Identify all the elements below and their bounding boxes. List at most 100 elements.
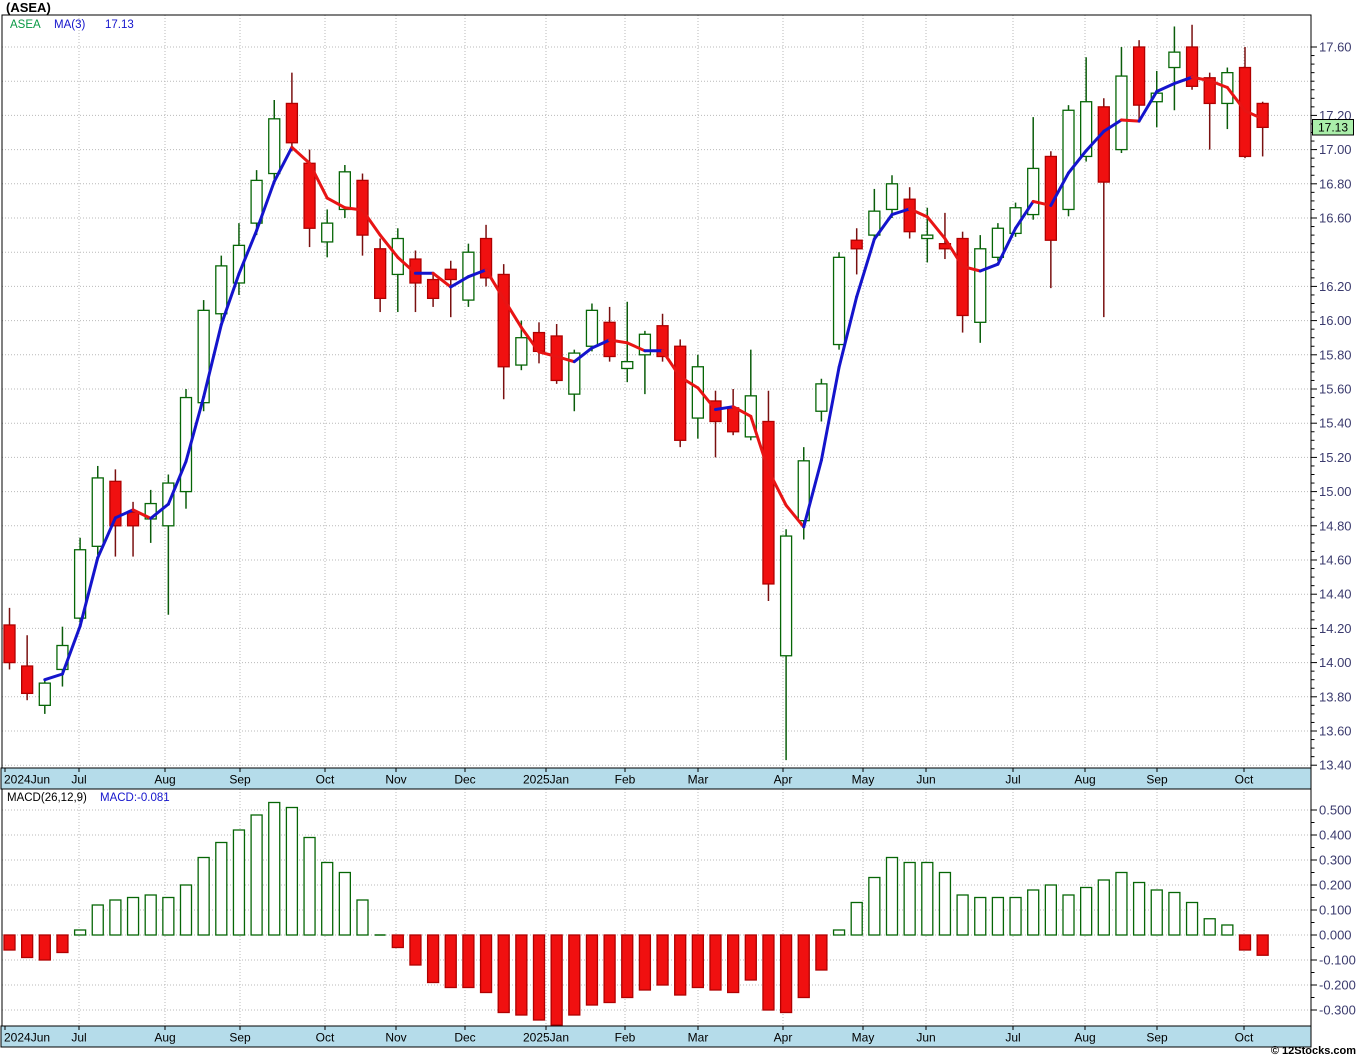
ma-segment-down bbox=[908, 207, 929, 219]
candle-body-up bbox=[91, 477, 104, 547]
candle-body-down bbox=[356, 179, 369, 236]
macd-bar-positive bbox=[956, 894, 969, 936]
month-label: Mar bbox=[688, 1031, 709, 1045]
macd-bar-positive bbox=[1080, 886, 1093, 936]
ma-segment-up bbox=[872, 213, 894, 241]
macd-bar-negative bbox=[815, 934, 828, 971]
macd-bar-positive bbox=[1168, 891, 1181, 936]
legend-symbol-label: ASEA bbox=[10, 19, 41, 31]
candle-body-down bbox=[109, 480, 122, 527]
ma-segment-up bbox=[149, 502, 170, 520]
ma-segment-down bbox=[1190, 75, 1212, 83]
price-axis-label: 13.60 bbox=[1319, 724, 1352, 739]
month-label: Feb bbox=[615, 773, 636, 787]
ma-segment-down bbox=[731, 405, 753, 418]
month-label: Apr bbox=[774, 1031, 793, 1045]
month-label: Jul bbox=[1005, 1031, 1020, 1045]
macd-bar-negative bbox=[797, 934, 810, 999]
macd-bar-negative bbox=[515, 934, 528, 1016]
candle-body-down bbox=[3, 624, 16, 664]
price-axis-label: 15.20 bbox=[1319, 450, 1352, 465]
macd-bar-negative bbox=[479, 934, 493, 994]
ma-segment-down bbox=[290, 145, 312, 165]
ma-segment-up bbox=[1014, 199, 1035, 230]
candle-body-up bbox=[515, 337, 528, 366]
macd-bar-positive bbox=[215, 841, 228, 936]
macd-bar-positive bbox=[1150, 889, 1163, 936]
candle-body-up bbox=[815, 383, 828, 412]
macd-bar-positive bbox=[1115, 871, 1128, 936]
candle-body-up bbox=[797, 460, 810, 522]
macd-bar-positive bbox=[921, 861, 934, 936]
ma-segment-up bbox=[272, 145, 294, 184]
ma-segment-up bbox=[43, 672, 64, 682]
ma-segment-down bbox=[766, 469, 788, 507]
macd-bar-negative bbox=[1238, 934, 1252, 951]
candle-body-down bbox=[850, 239, 863, 250]
ma-segment-up bbox=[237, 229, 259, 276]
candle-body-up bbox=[215, 265, 228, 315]
month-label: Feb bbox=[615, 1031, 636, 1045]
ma-segment-down bbox=[343, 206, 364, 212]
month-axis-bands: 2024Jun Jul Aug Sep Oct Nov Dec 2025Jan Feb Mar Ap… bbox=[0, 767, 1312, 1048]
ma-segment-up bbox=[1137, 89, 1159, 123]
candle-body-up bbox=[921, 234, 934, 240]
ma-segment-up bbox=[714, 405, 735, 412]
macd-bar-negative bbox=[391, 934, 404, 949]
ma-segment-down bbox=[961, 264, 982, 273]
macd-bar-negative bbox=[621, 934, 634, 999]
candle-body-up bbox=[991, 227, 1005, 258]
macd-bar-negative bbox=[3, 934, 16, 951]
ma-segment-up bbox=[590, 338, 612, 350]
candle-body-down bbox=[956, 237, 969, 317]
candle-body-down bbox=[497, 273, 510, 368]
month-label: Dec bbox=[454, 1031, 475, 1045]
macd-bar-negative bbox=[56, 934, 69, 954]
macd-bar-negative bbox=[638, 934, 652, 991]
ma-segment-down bbox=[378, 233, 400, 259]
ma-segment-up bbox=[855, 237, 876, 299]
month-label: May bbox=[852, 773, 875, 787]
ma-segment-up bbox=[166, 459, 188, 506]
ma-segment-down bbox=[1208, 79, 1229, 89]
ma-segment-down bbox=[1243, 109, 1265, 121]
price-axis-label: 16.60 bbox=[1319, 211, 1352, 226]
watermark: © 12Stocks.com bbox=[1271, 1045, 1356, 1056]
candle-body-down bbox=[479, 237, 493, 279]
macd-bar-negative bbox=[1256, 934, 1269, 956]
price-axis-label: 16.00 bbox=[1319, 313, 1352, 328]
candle-body-up bbox=[1080, 101, 1093, 158]
macd-bar-positive bbox=[850, 901, 863, 936]
month-label: Oct bbox=[316, 1031, 335, 1045]
legend-ma-value: 17.13 bbox=[105, 19, 134, 31]
candle-body-up bbox=[197, 309, 210, 404]
candle-body-up bbox=[1027, 167, 1040, 216]
macd-legend-value: MACD:-0.081 bbox=[100, 792, 170, 804]
macd-axis-label: -0.300 bbox=[1319, 1003, 1356, 1018]
macd-bar-positive bbox=[162, 896, 175, 936]
ma-segment-down bbox=[943, 237, 965, 268]
price-axis-label: 14.00 bbox=[1319, 655, 1352, 670]
candle-body-up bbox=[1115, 75, 1128, 151]
ma-segment-down bbox=[555, 355, 576, 364]
month-label: Mar bbox=[688, 773, 709, 787]
ma-segment-down bbox=[661, 349, 682, 379]
price-axis-label: 15.00 bbox=[1319, 484, 1352, 499]
candle-body-up bbox=[585, 309, 599, 347]
candle-body-down bbox=[1097, 106, 1110, 183]
macd-bar-negative bbox=[762, 934, 775, 1011]
price-axis-label: 15.40 bbox=[1319, 416, 1352, 431]
ma-segment-down bbox=[361, 208, 382, 237]
candle-body-down bbox=[1185, 46, 1199, 87]
price-axis-label: 16.80 bbox=[1319, 176, 1352, 191]
ma-segment-down bbox=[502, 297, 523, 329]
candle-body-up bbox=[621, 360, 634, 370]
macd-bar-positive bbox=[268, 801, 281, 936]
ma-segment-up bbox=[1049, 171, 1070, 207]
macd-bar-positive bbox=[1185, 901, 1199, 936]
ma-segment-down bbox=[431, 271, 453, 289]
legend-ma-label: MA(3) bbox=[54, 19, 85, 31]
ma-segment-down bbox=[537, 350, 559, 359]
last-price-tag: 17.13 bbox=[1312, 119, 1354, 136]
